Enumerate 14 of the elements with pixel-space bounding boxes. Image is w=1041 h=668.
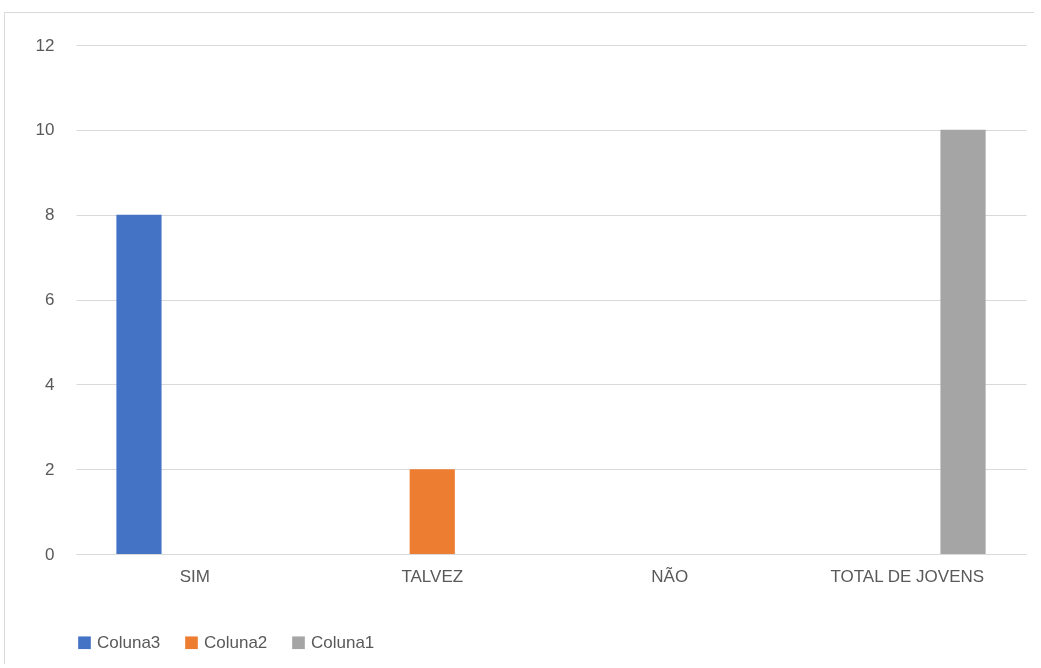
x-tick-label: NÃO [651, 566, 689, 586]
legend-label: Coluna1 [311, 632, 375, 652]
x-tick-label: TALVEZ [401, 566, 464, 586]
y-tick-label: 10 [35, 120, 55, 140]
y-tick-label: 8 [45, 205, 55, 225]
x-tick-label: SIM [179, 566, 210, 586]
legend-label: Coluna3 [97, 632, 161, 652]
x-tick-label: TOTAL DE JOVENS [830, 566, 985, 586]
y-tick-label: 2 [45, 459, 55, 479]
legend-label: Coluna2 [204, 632, 268, 652]
y-tick-label: 4 [45, 374, 55, 394]
y-tick-label: 0 [45, 544, 55, 564]
y-tick-label: 12 [35, 35, 55, 55]
y-tick-label: 6 [45, 290, 55, 309]
